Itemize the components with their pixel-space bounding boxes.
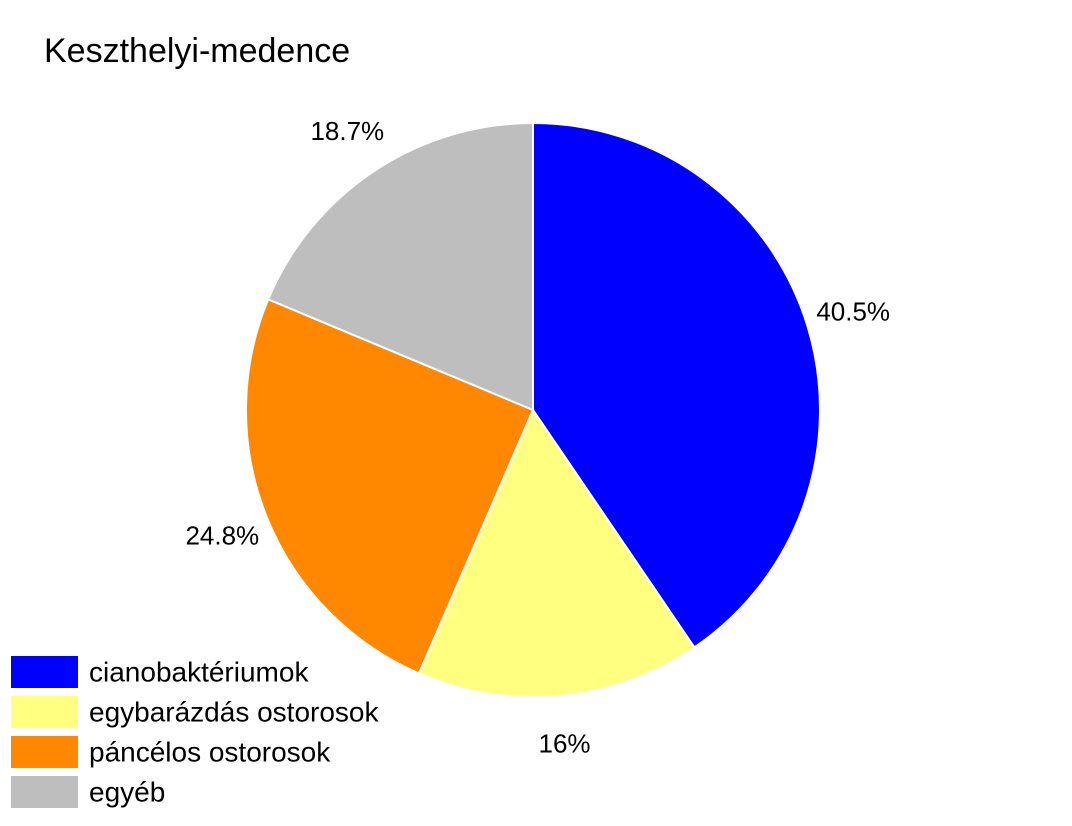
legend-swatch-3 bbox=[11, 736, 78, 768]
pie-slice-4 bbox=[266, 121, 534, 412]
chart-title: Keszthelyi-medence bbox=[44, 32, 350, 70]
pie-slices bbox=[245, 121, 821, 698]
legend-swatch-1 bbox=[11, 656, 78, 688]
pie-value-label-3: 24.8% bbox=[185, 520, 259, 550]
legend-label-4: egyéb bbox=[89, 777, 165, 808]
pie-slice-2 bbox=[417, 407, 696, 698]
legend-swatch-2 bbox=[11, 696, 78, 728]
pie-value-labels: 40.5% 16% 24.8% 18.7% bbox=[185, 116, 890, 758]
legend: cianobaktériumok egybarázdás ostorosok pán… bbox=[11, 656, 380, 808]
pie-value-label-1: 40.5% bbox=[816, 296, 890, 326]
legend-label-2: egybarázdás ostorosok bbox=[89, 697, 380, 728]
pie-slice-3 bbox=[245, 298, 535, 675]
pie-slice-1 bbox=[532, 121, 821, 649]
pie-value-label-4: 18.7% bbox=[310, 116, 384, 146]
legend-label-1: cianobaktériumok bbox=[89, 657, 309, 688]
pie-value-label-2: 16% bbox=[539, 729, 591, 759]
legend-label-3: páncélos ostorosok bbox=[89, 737, 331, 768]
legend-swatch-4 bbox=[11, 776, 78, 808]
